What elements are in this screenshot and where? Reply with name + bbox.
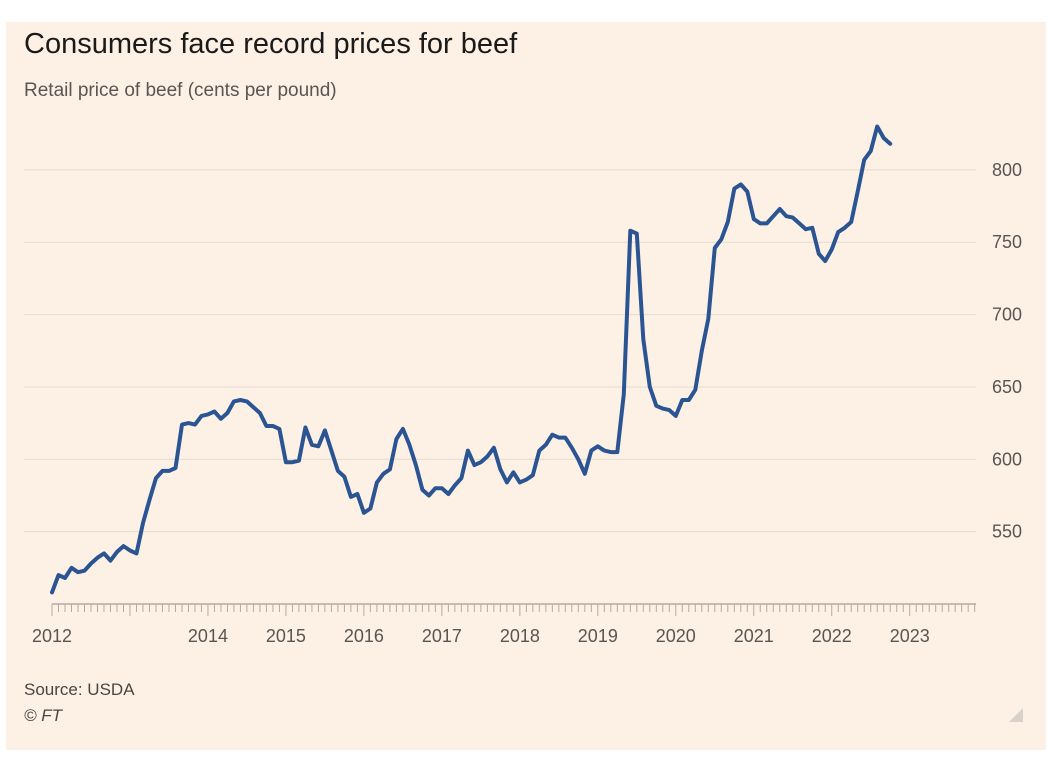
x-tick-label: 2012 [32, 626, 72, 646]
x-tick-2018: 2018 [500, 626, 540, 646]
y-tick-600: 600 [992, 449, 1022, 469]
y-tick-650: 650 [992, 377, 1022, 397]
y-tick-label: 550 [992, 522, 1022, 542]
x-tick-2015: 2015 [266, 626, 306, 646]
chart-title: Consumers face record prices for beef [24, 28, 518, 60]
x-tick-label: 2023 [890, 626, 930, 646]
x-tick-2023: 2023 [890, 626, 930, 646]
chart-subtitle: Retail price of beef (cents per pound) [24, 80, 337, 101]
x-tick-2012: 2012 [32, 626, 72, 646]
gridlines [24, 169, 976, 533]
x-tick-label: 2020 [656, 626, 696, 646]
x-tick-2017: 2017 [422, 626, 462, 646]
y-tick-550: 550 [992, 522, 1022, 542]
x-tick-2021: 2021 [734, 626, 774, 646]
chart-card: Consumers face record prices for beef Re… [6, 22, 1046, 750]
copyright-note: © FT [24, 706, 63, 725]
x-tick-2022: 2022 [812, 626, 852, 646]
y-tick-700: 700 [992, 305, 1022, 325]
y-tick-label: 650 [992, 377, 1022, 397]
x-tick-label: 2018 [500, 626, 540, 646]
x-tick-label: 2022 [812, 626, 852, 646]
y-tick-label: 600 [992, 449, 1022, 469]
x-tick-2019: 2019 [578, 626, 618, 646]
x-tick-label: 2015 [266, 626, 306, 646]
series-line-beef-price [50, 124, 893, 595]
x-tick-2016: 2016 [344, 626, 384, 646]
y-tick-label: 700 [992, 305, 1022, 325]
x-tick-label: 2019 [578, 626, 618, 646]
x-tick-label: 2017 [422, 626, 462, 646]
x-tick-2014: 2014 [188, 626, 228, 646]
x-tick-label: 2021 [734, 626, 774, 646]
x-axis: 2012 2014 2015 2016 2017 2018 2019 2020 2021 2022… [32, 603, 976, 646]
y-tick-750: 750 [992, 232, 1022, 252]
y-axis-labels: 550 600 650 700 750 800 [992, 160, 1022, 542]
y-tick-label: 750 [992, 232, 1022, 252]
y-tick-label: 800 [992, 160, 1022, 180]
series-layer [50, 124, 893, 595]
x-tick-label: 2016 [344, 626, 384, 646]
y-tick-800: 800 [992, 160, 1022, 180]
resize-handle-icon [1009, 708, 1023, 722]
x-tick-label: 2014 [188, 626, 228, 646]
line-chart: 2012 2014 2015 2016 2017 2018 2019 2020 2021 2022… [24, 124, 1022, 646]
source-note: Source: USDA [24, 680, 135, 699]
x-tick-2020: 2020 [656, 626, 696, 646]
